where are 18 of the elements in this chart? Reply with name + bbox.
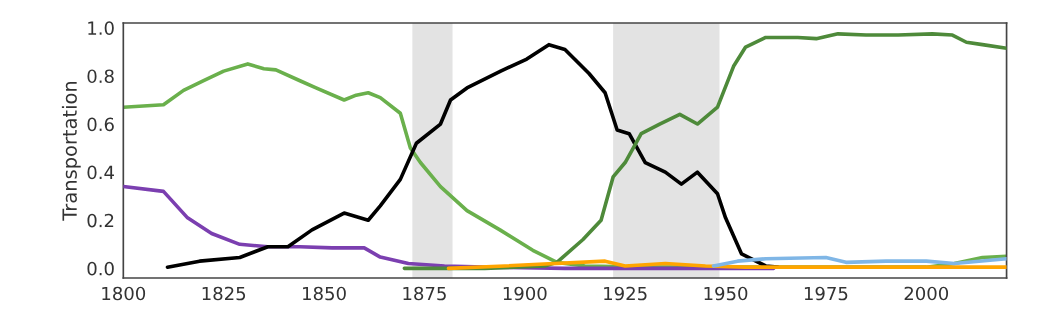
- line-series: [711, 255, 1007, 268]
- y-tick-label: 0.6: [87, 117, 114, 132]
- x-tick-label: 1875: [403, 286, 446, 301]
- x-tick-label: 1800: [102, 286, 146, 301]
- x-tick-label: 1925: [604, 286, 647, 301]
- x-tick-label: 1900: [503, 286, 547, 301]
- x-tick-label: 1825: [202, 286, 246, 301]
- x-tick-label: 1950: [704, 286, 748, 301]
- y-tick-label: 0.4: [87, 165, 114, 180]
- x-tick-label: 2000: [904, 286, 949, 301]
- line-series: [446, 259, 1007, 271]
- y-tick-label: 0.2: [87, 213, 114, 228]
- x-tick-label: 1975: [804, 286, 848, 301]
- y-axis-title: Transportation: [61, 81, 81, 221]
- y-tick-label: 1.0: [88, 21, 114, 35]
- y-tick-label: 0.8: [87, 69, 114, 84]
- y-tick-label: 0.0: [87, 261, 114, 276]
- x-tick-label: 1850: [303, 286, 346, 301]
